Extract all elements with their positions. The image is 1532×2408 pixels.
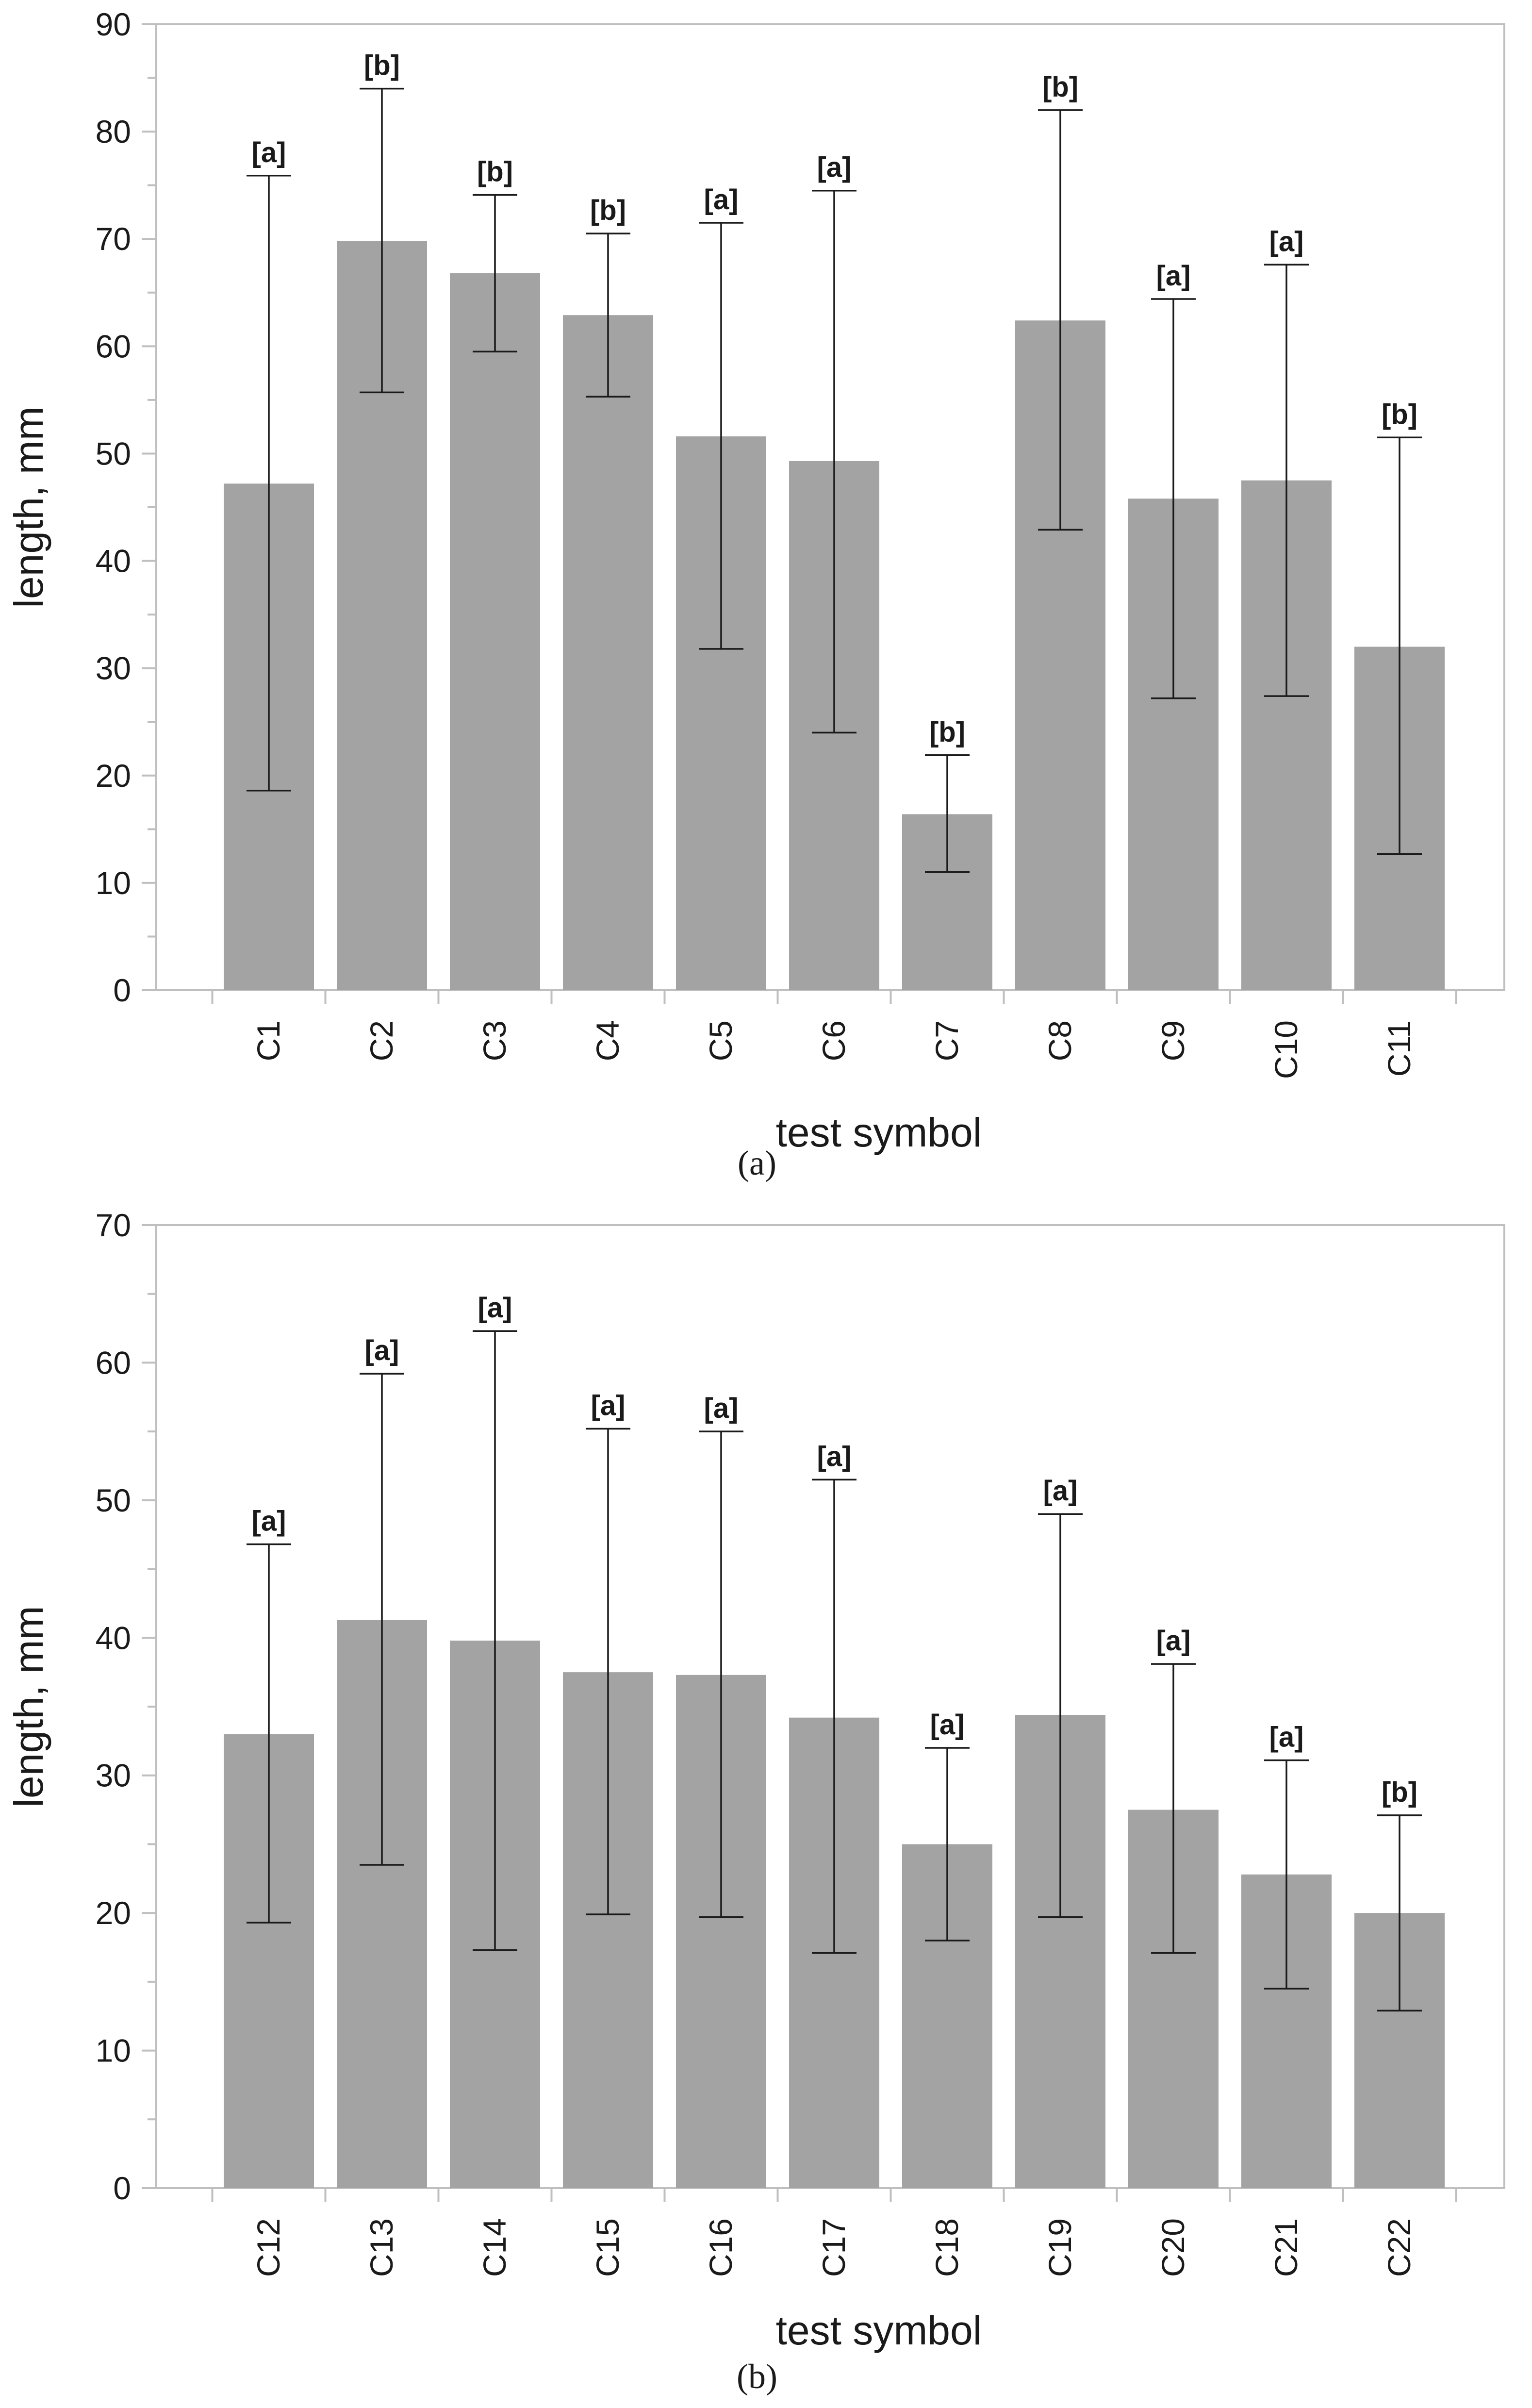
- chart-b-y-tick-label: 30: [96, 1758, 131, 1794]
- chart-a-x-tick-label: C7: [929, 1020, 965, 1061]
- chart-a-y-tick-label: 90: [96, 6, 131, 42]
- chart-a-x-tick-label: C9: [1155, 1020, 1191, 1061]
- chart-b-error-bar-C19: [1038, 1513, 1083, 1918]
- chart-a-significance-label-C2: [b]: [364, 50, 400, 82]
- chart-a-significance-label-C11: [b]: [1382, 399, 1417, 430]
- chart-b-significance-label-C19: [a]: [1043, 1475, 1078, 1507]
- chart-a-error-bar-C1: [247, 175, 291, 792]
- chart-b-y-tick-label: 0: [113, 2170, 131, 2206]
- chart-a-error-bar-C4: [586, 232, 630, 398]
- chart-a-significance-label-C6: [a]: [817, 152, 852, 183]
- chart-b-x-tick-label: C13: [363, 2218, 399, 2277]
- chart-a-y-tick-label: 40: [96, 543, 131, 579]
- chart-a-y-tick-label: 70: [96, 221, 131, 257]
- chart-a-y-tick-label: 50: [96, 435, 131, 471]
- chart-a-error-bar-C3: [473, 194, 517, 353]
- chart-a-error-bar-C9: [1151, 298, 1196, 699]
- chart-a-panel-label: (a): [738, 1144, 776, 1182]
- chart-a-y-tick-label: 0: [113, 972, 131, 1008]
- chart-b-error-bar-C16: [699, 1430, 743, 1918]
- chart-a-significance-label-C3: [b]: [477, 156, 513, 188]
- chart-b-error-bar-C12: [247, 1543, 291, 1924]
- chart-b-error-bar-C13: [360, 1373, 404, 1866]
- chart-a-x-tick-label: C3: [477, 1020, 512, 1061]
- chart-b-x-axis-title: test symbol: [776, 2308, 982, 2353]
- chart-b-y-tick-label: 40: [96, 1620, 131, 1656]
- chart-a-x-tick-label: C6: [816, 1020, 852, 1061]
- chart-b-significance-label-C20: [a]: [1156, 1625, 1191, 1657]
- chart-b-y-tick-label: 70: [96, 1207, 131, 1243]
- chart-a-significance-label-C8: [b]: [1042, 71, 1078, 103]
- chart-b-significance-label-C16: [a]: [704, 1393, 739, 1424]
- chart-a-x-tick-label: C11: [1381, 1020, 1417, 1077]
- chart-a-x-tick-label: C2: [363, 1020, 399, 1061]
- chart-a-y-tick-label: 10: [96, 865, 131, 901]
- chart-a-y-tick-label: 30: [96, 650, 131, 686]
- chart-b-x-tick-label: C20: [1155, 2218, 1191, 2277]
- chart-a-significance-label-C5: [a]: [704, 184, 739, 216]
- chart-b-significance-label-C15: [a]: [591, 1390, 626, 1421]
- chart-a-significance-label-C4: [b]: [590, 195, 626, 226]
- chart-a-significance-label-C9: [a]: [1156, 260, 1191, 292]
- chart-b-y-tick-label: 50: [96, 1482, 131, 1518]
- chart-a-bar-C3: [450, 273, 540, 990]
- chart-a-x-tick-label: C4: [590, 1020, 626, 1061]
- chart-b-panel-label: (b): [737, 2357, 777, 2396]
- chart-b-x-tick-label: C12: [250, 2218, 286, 2277]
- chart-b-x-tick-label: C17: [816, 2218, 852, 2277]
- chart-b-y-tick-label: 60: [96, 1345, 131, 1380]
- chart-b-error-bar-C18: [925, 1747, 970, 1942]
- chart-a-error-bar-C8: [1038, 109, 1083, 531]
- chart-b-error-bar-C22: [1377, 1814, 1422, 2012]
- chart-a-y-axis-title: length, mm: [6, 406, 51, 608]
- chart-b-x-tick-label: C19: [1042, 2218, 1078, 2277]
- chart-b-significance-label-C22: [b]: [1382, 1777, 1417, 1808]
- chart-b-significance-label-C17: [a]: [817, 1441, 852, 1472]
- chart-panel-a: 0 10 20 30 40 50 60 70 80 90 [a] [b] [b] [b] [a] [a] [b]…: [6, 6, 1505, 1182]
- chart-a-x-tick-label: C10: [1268, 1020, 1304, 1079]
- chart-b-significance-label-C14: [a]: [478, 1292, 512, 1324]
- chart-a-significance-label-C7: [b]: [929, 716, 965, 748]
- chart-a-error-bar-C10: [1264, 264, 1309, 697]
- chart-a-error-bar-C11: [1377, 436, 1422, 855]
- chart-b-y-tick-label: 10: [96, 2033, 131, 2069]
- chart-b-error-bar-C15: [586, 1428, 630, 1915]
- chart-b-x-tick-label: C15: [590, 2218, 626, 2277]
- chart-a-y-tick-label: 80: [96, 114, 131, 149]
- chart-a-error-bar-C6: [812, 189, 857, 734]
- chart-b-error-bar-C20: [1151, 1663, 1196, 1954]
- chart-b-significance-label-C21: [a]: [1269, 1722, 1304, 1753]
- chart-a-bar-C4: [563, 315, 653, 990]
- chart-b-x-tick-label: C22: [1381, 2218, 1417, 2277]
- chart-a-x-tick-label: C1: [250, 1020, 286, 1061]
- chart-a-significance-label-C10: [a]: [1269, 226, 1304, 257]
- chart-a-y-tick-label: 20: [96, 758, 131, 794]
- chart-a-x-tick-label: C5: [703, 1020, 739, 1061]
- chart-a-y-tick-label: 60: [96, 328, 131, 364]
- chart-a-error-bar-C5: [699, 222, 743, 650]
- chart-a-error-bar-C7: [925, 754, 970, 873]
- chart-b-significance-label-C13: [a]: [365, 1335, 399, 1366]
- chart-b-error-bar-C17: [812, 1478, 857, 1954]
- chart-b-y-tick-label: 20: [96, 1895, 131, 1931]
- chart-a-significance-label-C1: [a]: [252, 137, 286, 168]
- chart-b-x-tick-label: C21: [1268, 2218, 1304, 2277]
- chart-b-error-bar-C14: [473, 1330, 517, 1951]
- chart-a-x-tick-label: C8: [1042, 1020, 1078, 1061]
- chart-b-significance-label-C18: [a]: [930, 1709, 965, 1741]
- chart-a-x-axis-title: test symbol: [776, 1110, 982, 1155]
- chart-b-x-tick-label: C16: [703, 2218, 739, 2277]
- chart-b-significance-label-C12: [a]: [252, 1506, 286, 1537]
- chart-b-x-tick-label: C18: [929, 2218, 965, 2277]
- chart-b-x-tick-label: C14: [477, 2218, 512, 2277]
- chart-a-error-bar-C2: [360, 87, 404, 394]
- chart-b-error-bar-C21: [1264, 1759, 1309, 1990]
- chart-b-y-axis-title: length, mm: [6, 1606, 51, 1808]
- chart-panel-b: 0 10 20 30 40 50 60 70 [a] [a] [a] [a] [a] [a] [a] [a] […: [6, 1207, 1505, 2396]
